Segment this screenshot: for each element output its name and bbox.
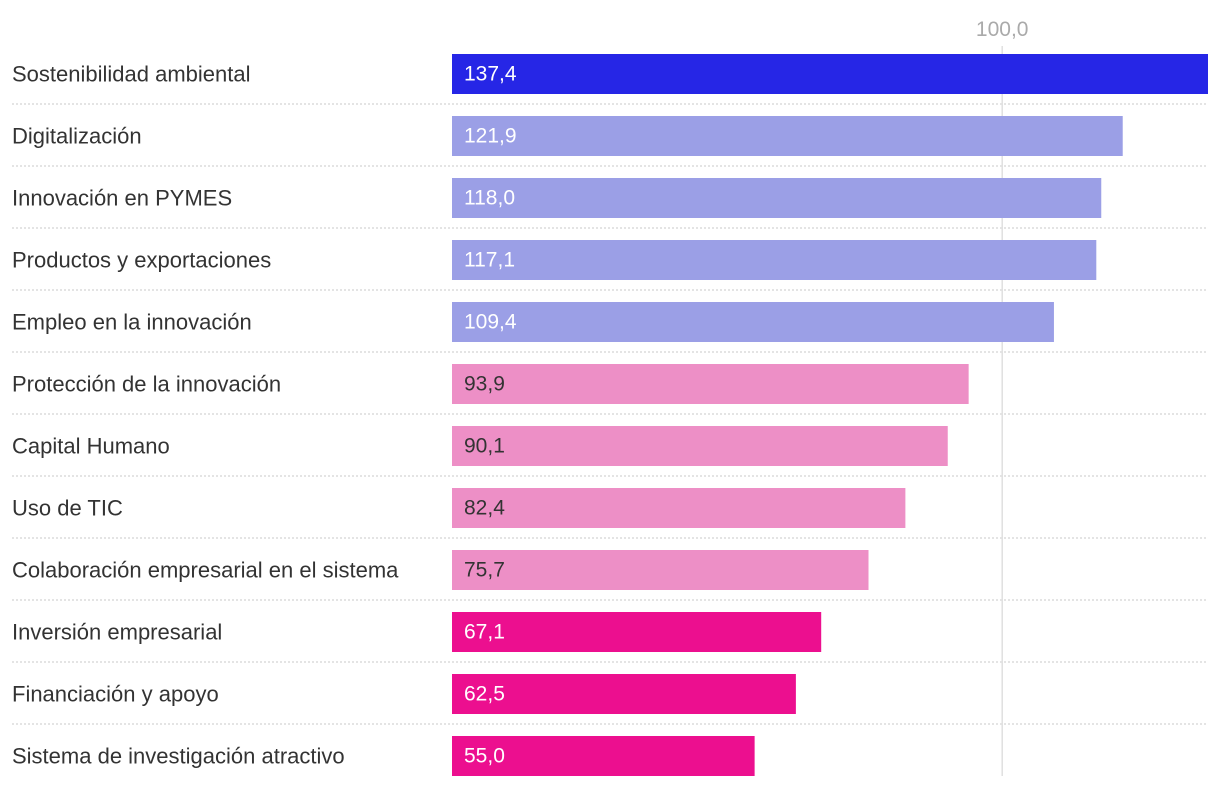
category-label: Innovación en PYMES [12, 186, 232, 211]
bar [452, 178, 1102, 218]
bar [452, 674, 796, 714]
bar [452, 364, 969, 404]
bar-value-label: 137,4 [464, 63, 517, 86]
category-label: Productos y exportaciones [12, 248, 271, 273]
reference-line-label: 100,0 [976, 18, 1029, 41]
category-label: Digitalización [12, 124, 142, 149]
category-label: Uso de TIC [12, 496, 123, 521]
bar-value-label: 75,7 [464, 559, 505, 582]
category-label: Sistema de investigación atractivo [12, 744, 345, 769]
bar-value-label: 109,4 [464, 311, 517, 334]
bar [452, 488, 906, 528]
bar [452, 302, 1054, 342]
bar [452, 612, 822, 652]
bar-value-label: 117,1 [464, 249, 515, 272]
bar-value-label: 55,0 [464, 745, 505, 768]
bar-value-label: 62,5 [464, 683, 505, 706]
bar-value-label: 90,1 [464, 435, 505, 458]
category-labels: Sostenibilidad ambiental Digitalización In… [12, 62, 399, 769]
category-label: Empleo en la innovación [12, 310, 252, 335]
category-label: Sostenibilidad ambiental [12, 62, 251, 87]
row-separators [12, 103, 1208, 725]
bar [452, 54, 1208, 94]
category-label: Protección de la innovación [12, 372, 281, 397]
bar [452, 240, 1097, 280]
bar-value-label: 82,4 [464, 497, 505, 520]
bar [452, 736, 755, 776]
category-label: Financiación y apoyo [12, 682, 219, 707]
bar [452, 426, 948, 466]
bar-value-label: 93,9 [464, 373, 505, 396]
bar [452, 550, 869, 590]
bar-value-label: 121,9 [464, 125, 517, 148]
bar [452, 116, 1123, 156]
category-label: Inversión empresarial [12, 620, 222, 645]
bar-value-label: 67,1 [464, 621, 505, 644]
category-label: Capital Humano [12, 434, 170, 459]
category-label: Colaboración empresarial en el sistema [12, 558, 399, 583]
bars-group: 137,4 121,9 118,0 117,1 109,4 93,9 90,1 82,4 75,… [452, 54, 1208, 776]
bar-value-label: 118,0 [464, 187, 515, 210]
